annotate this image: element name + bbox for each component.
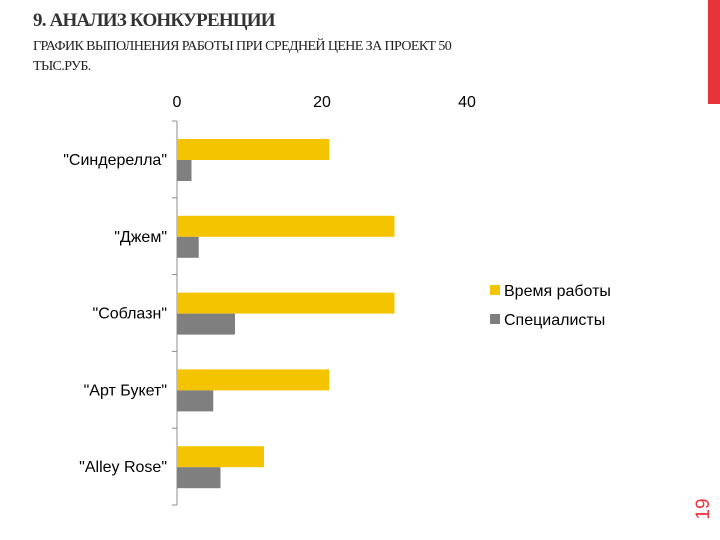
x-tick-label: 20 bbox=[313, 94, 331, 111]
bar-specialists bbox=[177, 390, 214, 412]
legend-swatch bbox=[490, 285, 500, 295]
category-label: "Соблазн" bbox=[93, 306, 167, 323]
bar-specialists bbox=[177, 467, 221, 489]
bar-work-time bbox=[177, 215, 395, 237]
legend-label: Специалисты bbox=[504, 312, 605, 329]
category-label: "Джем" bbox=[114, 229, 167, 246]
chart-bars bbox=[177, 139, 395, 489]
chart-subtitle: ГРАФИК ВЫПОЛНЕНИЯ РАБОТЫ ПРИ СРЕДНЕЙ ЦЕН… bbox=[33, 39, 452, 74]
chart-labels: 0 20 40 "Синдерелла" "Джем" "Соблазн" "Арт Бук… bbox=[63, 94, 476, 476]
category-label: "Синдерелла" bbox=[63, 152, 167, 169]
bar-work-time bbox=[177, 446, 264, 468]
bar-work-time bbox=[177, 369, 330, 391]
bar-specialists bbox=[177, 236, 199, 258]
bar-work-time bbox=[177, 292, 395, 314]
bar-work-time bbox=[177, 139, 330, 160]
bar-specialists bbox=[177, 313, 235, 335]
accent-bar bbox=[708, 0, 720, 104]
x-tick-label: 0 bbox=[173, 94, 182, 111]
slide-heading: 9. АНАЛИЗ КОНКУРЕНЦИИ bbox=[33, 10, 276, 31]
bar-specialists bbox=[177, 160, 192, 181]
legend-swatch bbox=[490, 314, 500, 324]
legend-label: Время работы bbox=[504, 283, 611, 300]
x-tick-label: 40 bbox=[458, 94, 476, 111]
category-label: "Alley Rose" bbox=[79, 459, 167, 476]
category-label: "Арт Букет" bbox=[84, 382, 167, 399]
chart-axes bbox=[172, 120, 178, 506]
chart-legend: Время работы Специалисты bbox=[490, 283, 611, 329]
